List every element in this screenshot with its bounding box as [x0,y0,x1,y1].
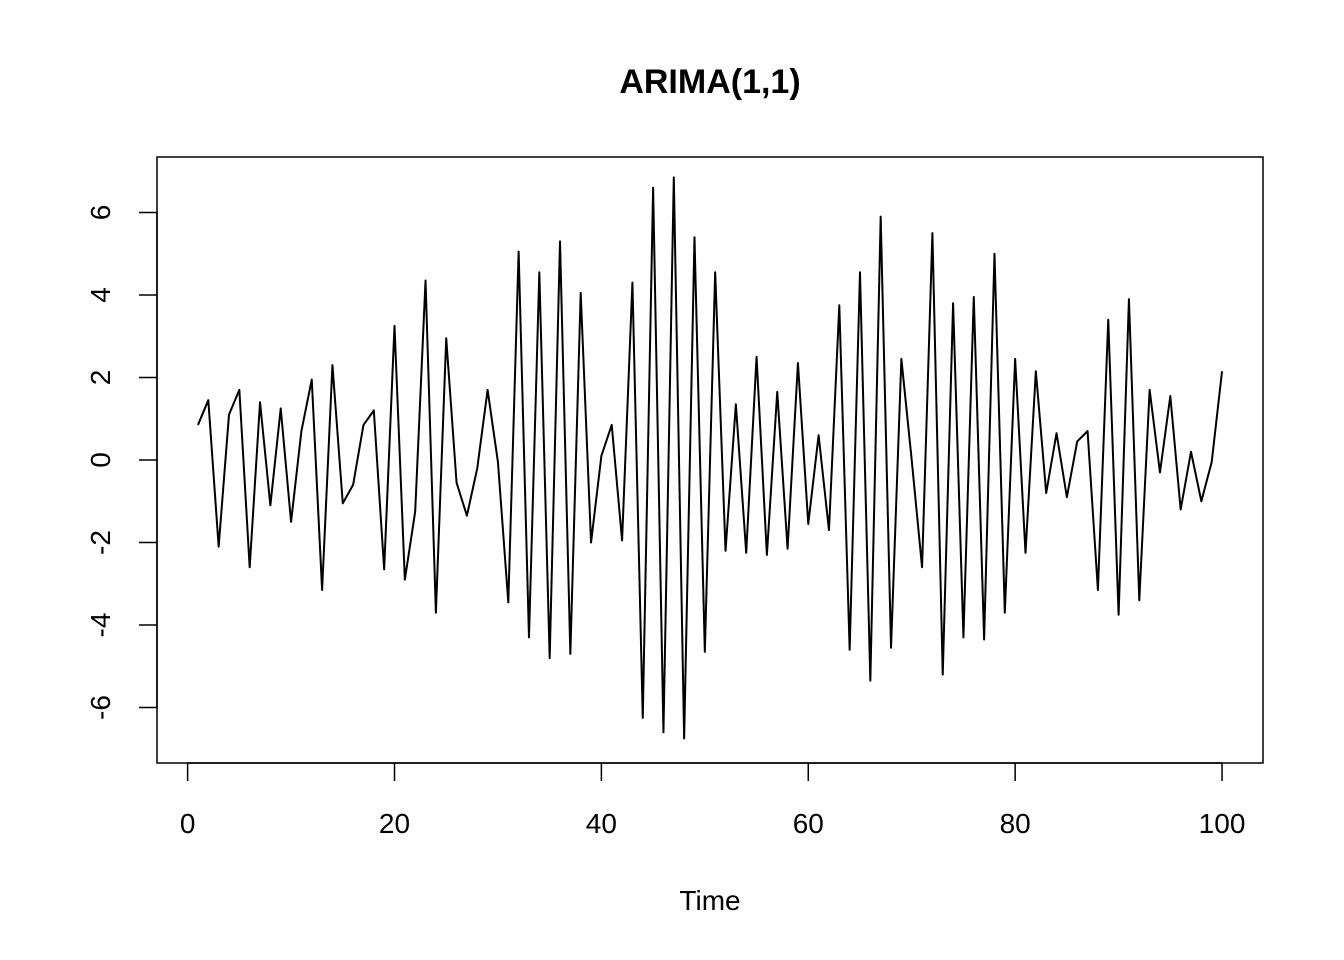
y-tick-label: -6 [85,695,116,720]
y-tick-label: -2 [85,530,116,555]
series-line [197,176,1224,740]
x-tick-label: 60 [793,808,824,839]
chart-title: ARIMA(1,1) [619,63,800,101]
x-tick-label: 80 [1000,808,1031,839]
x-tick-label: 0 [180,808,196,839]
x-tick-label: 100 [1199,808,1246,839]
y-tick-label: 0 [85,452,116,468]
y-tick-label: 6 [85,205,116,221]
x-tick-label: 40 [586,808,617,839]
x-axis: 0 20 40 60 80 100 [180,762,1246,839]
y-tick-label: 4 [85,287,116,303]
x-tick-label: 20 [379,808,410,839]
x-axis-label: Time [679,885,740,916]
y-tick-label: 2 [85,370,116,386]
y-axis: -6 -4 -2 0 2 4 6 [85,205,158,720]
y-tick-label: -4 [85,613,116,638]
